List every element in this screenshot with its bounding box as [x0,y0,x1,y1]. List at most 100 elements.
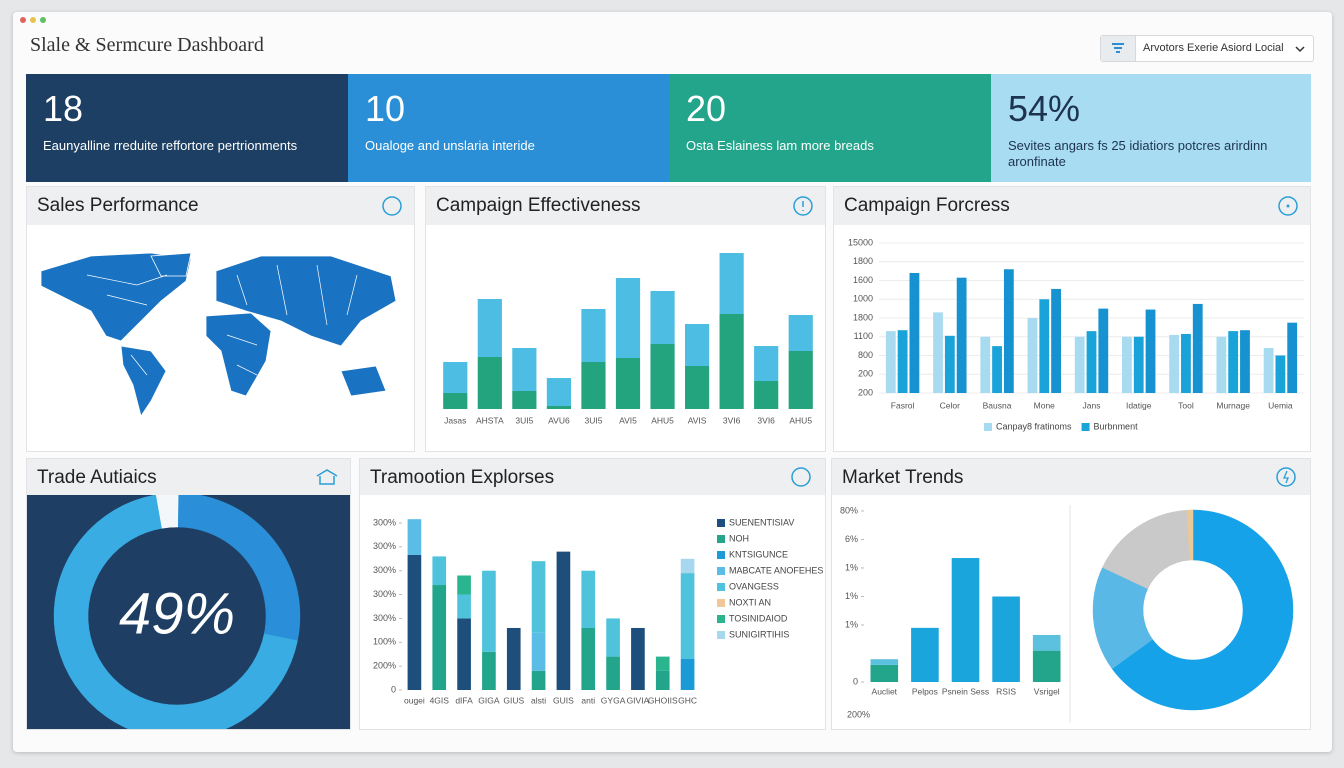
x-tick-label: Fasrol [891,400,915,410]
x-tick-label: Uemia [1268,400,1293,410]
legend-label: KNTSIGUNCE [729,549,788,559]
donut-segment [1186,509,1194,561]
bar-segment [788,315,813,351]
x-tick-label: GYGA [601,695,626,705]
x-tick-label: 3VI6 [723,415,741,425]
bar [1074,336,1085,393]
x-tick-label: 3UI5 [515,415,533,425]
bar [1263,348,1274,393]
bar [1240,330,1250,393]
panel-title: Trade Autiaics [37,467,157,488]
bar-segment [655,670,670,690]
chart [1092,509,1294,711]
y-tick-label: 80% [840,505,858,515]
panel-icon[interactable] [1276,195,1300,217]
panel-icon[interactable] [314,466,340,488]
bar [885,331,896,393]
bar [1122,336,1132,393]
bar [1287,322,1298,393]
bar [933,312,943,393]
legend-swatch [717,535,725,543]
panel-icon[interactable] [789,466,813,488]
map-panel: Sales Performance [26,186,415,452]
bar-segment [531,632,546,671]
bar-segment [512,391,537,409]
legend-swatch [717,567,725,575]
x-tick-label: Psnein Sess [942,686,989,696]
panel-header: Sales Performance [27,187,414,225]
bar-segment [457,575,471,595]
panel-icon[interactable] [380,195,404,217]
y-tick-label: 1% [845,591,858,601]
y-tick-label: 0 [853,676,858,686]
bar-segment [650,291,675,344]
continent [340,365,387,397]
x-tick-label: Murnage [1216,400,1250,410]
legend-swatch [1081,423,1090,431]
bar-segment [685,366,710,409]
bar [1216,336,1227,393]
bar-segment [685,324,710,366]
x-tick-label: GHC [678,695,697,705]
filter-label: Arvotors Exerie Asiord Locial [1143,42,1284,54]
panel-title: Sales Performance [37,195,199,216]
panel-icon[interactable] [1274,466,1298,488]
bar-segment [951,558,980,682]
bar-segment [443,393,468,409]
kpi-value: 54% [1008,88,1081,129]
legend-label: SUNIGIRTIHIS [729,629,789,639]
bar-segment [581,362,606,409]
bar-segment [1032,634,1061,651]
bar-segment [680,658,695,690]
bar [1039,299,1050,393]
bar-segment [870,659,899,665]
x-tick-label: GIVIA [627,695,650,705]
dashboard-title: Slale & Sermcure Dashboard [30,34,264,56]
panel-title: Tramootion Explorses [370,467,555,488]
y-tick-label: 800 [858,350,873,360]
bar-segment [482,651,496,690]
bar-segment [457,594,471,619]
donut-segment [1111,509,1294,711]
bar [1027,318,1038,393]
y-tick-label: 1800 [853,312,873,322]
y-tick-label: 200% [373,661,396,671]
x-tick-label: anti [581,695,595,705]
panel-header: Market Trends [832,459,1310,495]
panel-header: Campaign Effectiveness [426,187,825,225]
panel-icon[interactable] [791,195,815,217]
legend-label: SUENENTISIAV [729,517,794,527]
x-tick-label: GHOIIS [648,695,678,705]
legend-label: Canpay8 fratinoms [996,421,1072,431]
continent [215,255,397,347]
y-tick-label: 0 [391,684,396,694]
donut-segment [53,495,298,729]
x-tick-label: Celor [940,400,960,410]
bar-segment [556,551,571,690]
x-tick-label: 3UI5 [584,415,602,425]
x-tick-label: RSIS [996,686,1016,696]
y-tick-label: 1% [845,562,858,572]
filter-dropdown[interactable]: Arvotors Exerie Asiord Locial [1100,35,1314,62]
bar [944,335,955,393]
legend-swatch [717,615,725,623]
bar-segment [546,406,571,409]
x-tick-label: Idatige [1126,400,1152,410]
kpi-value: 18 [43,88,84,129]
bar-segment [1032,650,1061,682]
bar-segment [506,627,521,690]
chart: 0 200% 100% 300% 300% 300% 300% 300% ougei 4GIS dI… [373,517,823,705]
bar-segment [719,314,744,409]
bar-segment [870,664,899,682]
chart-panel: Campaign Effectiveness Jasas AHSTA 3UI5 AVU… [425,186,826,452]
x-tick-label: AHU5 [651,415,674,425]
chart: 200 200 800 1100 1800 1000 1600 1800 15000 Fasrol… [848,237,1304,431]
x-tick-label: Jasas [444,415,466,425]
bar-segment [407,554,422,690]
x-tick-label: ougei [404,695,425,705]
bar-segment [719,253,744,314]
legend-swatch [984,423,992,431]
y-tick-label: 300% [373,517,396,527]
x-tick-label: GIUS [503,695,524,705]
y-tick-label: 1000 [853,294,873,304]
